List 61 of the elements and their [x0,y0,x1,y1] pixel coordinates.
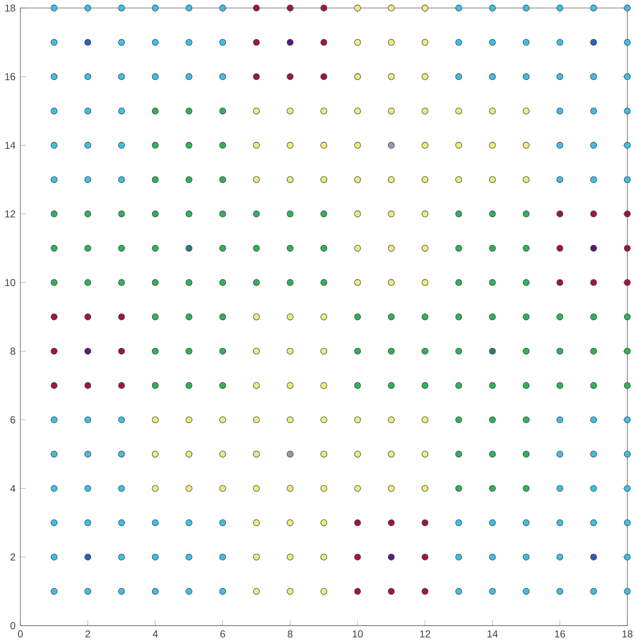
y-tick-label: 10 [5,278,16,286]
x-tick-label: 14 [487,630,498,638]
point [252,4,260,12]
x-tick-label: 0 [18,630,23,638]
y-tick-label: 12 [5,210,15,218]
point [320,73,328,80]
y-tick-label: 4 [10,484,16,492]
y-tick-label: 14 [5,142,16,149]
x-tick-label: 12 [420,630,430,638]
point [50,348,58,355]
point [488,348,496,355]
point [286,450,294,458]
point [590,279,597,286]
x-tick-label: 2 [85,630,90,638]
point [118,314,125,320]
point [286,38,294,46]
point [286,73,294,80]
point [354,519,361,526]
point [590,554,597,560]
point [590,210,597,218]
y-tick-label: 2 [10,554,15,561]
y-tick-label: 18 [5,4,16,12]
point [118,348,125,355]
point [84,314,91,320]
point [388,519,394,526]
x-tick-label: 18 [622,630,632,638]
point [388,142,394,149]
point [320,4,328,12]
point [84,382,91,389]
point [84,554,91,560]
point [421,519,428,526]
point [590,38,597,46]
point [118,382,125,389]
point [185,244,192,252]
point [421,554,428,560]
point [421,588,428,595]
point [556,279,564,286]
point [354,588,361,595]
point [286,4,294,12]
point [320,38,328,46]
x-tick-label: 6 [220,630,225,638]
point [556,244,564,252]
y-tick-label: 0 [10,622,16,630]
x-tick-label: 10 [352,630,363,638]
x-tick-label: 4 [152,630,158,638]
y-tick-label: 8 [10,348,16,355]
point [252,38,260,46]
point [50,314,58,320]
point [388,588,394,595]
point [388,554,394,560]
y-tick-label: 16 [5,73,16,80]
point [354,554,361,560]
point [252,73,260,80]
point [50,382,58,389]
x-tick-label: 8 [288,630,292,638]
point [84,38,91,46]
x-tick-label: 16 [554,630,565,638]
y-tick-label: 6 [10,416,16,424]
point [556,210,564,218]
point [590,244,597,252]
point [84,348,91,355]
